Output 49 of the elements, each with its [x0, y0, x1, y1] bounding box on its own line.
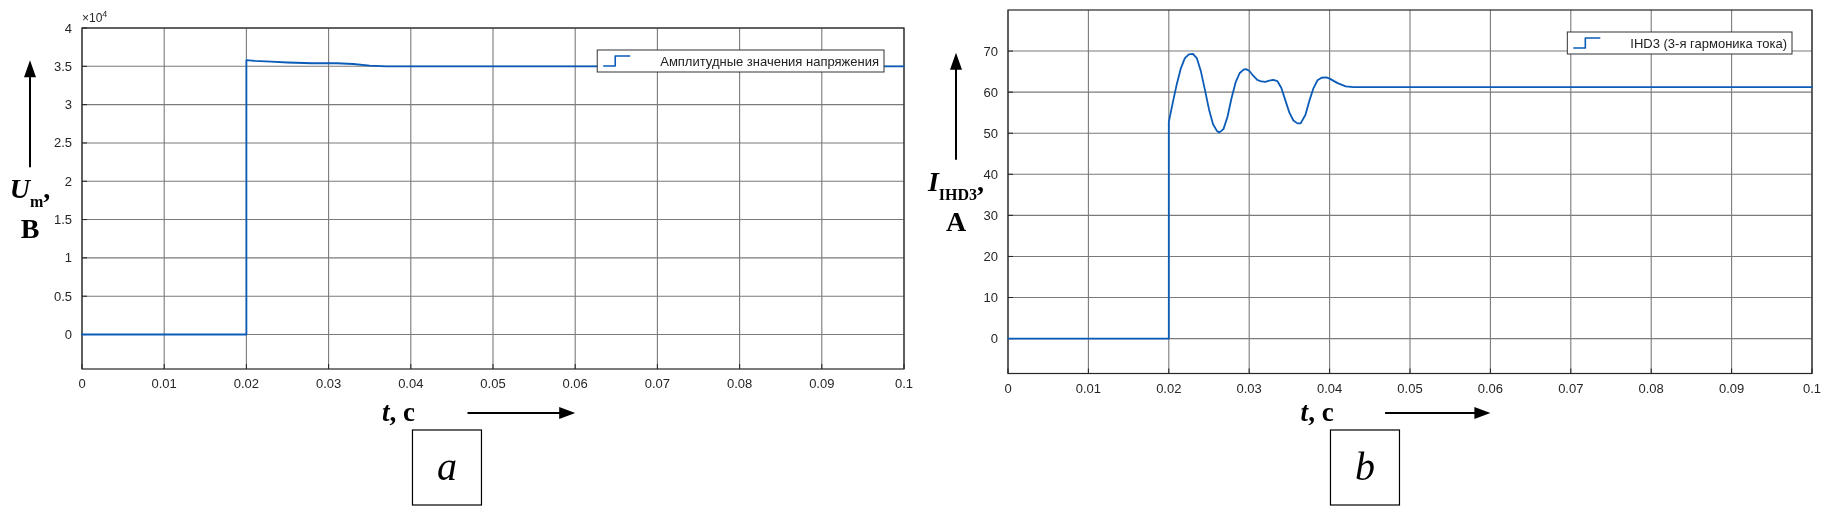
x-tick-label: 0.07	[644, 376, 671, 391]
text: a	[436, 444, 457, 489]
x-axis-title: t, с	[381, 397, 415, 427]
x-tick-label: 0.01	[1075, 380, 1102, 396]
x-tick-label: 0.04	[1316, 380, 1343, 396]
y-tick-label: 0.5	[53, 288, 72, 304]
y-tick-label: 40	[983, 166, 998, 182]
x-tick-label: 0.02	[1156, 380, 1182, 396]
y-tick-label: 2	[64, 173, 72, 189]
y-tick-label: 1.5	[53, 212, 72, 228]
x-tick-label: 0.09	[1718, 380, 1745, 396]
y-tick-label: 3.5	[53, 58, 72, 74]
x-tick-label: 0.08	[1638, 380, 1664, 396]
y-axis-title: I$_{IHD3}$, А	[926, 165, 985, 237]
y-tick-label: 50	[983, 125, 998, 141]
y-tick-label: 0	[64, 327, 72, 343]
y-tick-label: 60	[983, 84, 998, 100]
x-tick-label: 0.02	[233, 376, 260, 391]
y-tick-label: 2.5	[53, 135, 72, 151]
y-tick-label: 20	[983, 248, 998, 264]
y-tick-label: 70	[983, 43, 998, 59]
x-tick-label: 0.05	[480, 376, 506, 391]
line-series	[1007, 53, 1813, 340]
y-tick-label: 1	[64, 250, 72, 266]
x-tick-label: 0	[1004, 380, 1012, 396]
x-tick-label: 0.1	[894, 376, 914, 391]
x-tick-label: 0.03	[1236, 380, 1262, 396]
x-tick-label: 0.1	[1802, 380, 1822, 396]
x-axis-title: t, с	[1300, 397, 1334, 427]
x-tick-label: 0.01	[151, 376, 177, 391]
y-tick-label: 0	[990, 331, 998, 347]
y-tick-label: 4	[64, 20, 72, 36]
legend-label: Амплитудные значения напряжения	[660, 53, 879, 69]
x-tick-label: 0.08	[726, 376, 753, 391]
text: ×10$^{4}$	[82, 9, 108, 25]
y-tick-label: 30	[983, 207, 998, 223]
x-tick-label: 0.06	[562, 376, 588, 391]
text: b	[1354, 444, 1375, 489]
x-tick-label: 0.04	[398, 376, 424, 391]
x-tick-label: 0.06	[1477, 380, 1504, 396]
x-tick-label: 0	[78, 376, 86, 391]
y-axis-title: U$_{m}$, В	[9, 173, 51, 245]
x-tick-label: 0.05	[1397, 380, 1423, 396]
y-tick-label: 3	[64, 97, 72, 113]
legend-label: IHD3 (3-я гармоника тока)	[1630, 35, 1787, 51]
x-tick-label: 0.03	[315, 376, 342, 391]
y-tick-label: 10	[983, 290, 998, 306]
x-tick-label: 0.07	[1558, 380, 1584, 396]
x-tick-label: 0.09	[809, 376, 835, 391]
